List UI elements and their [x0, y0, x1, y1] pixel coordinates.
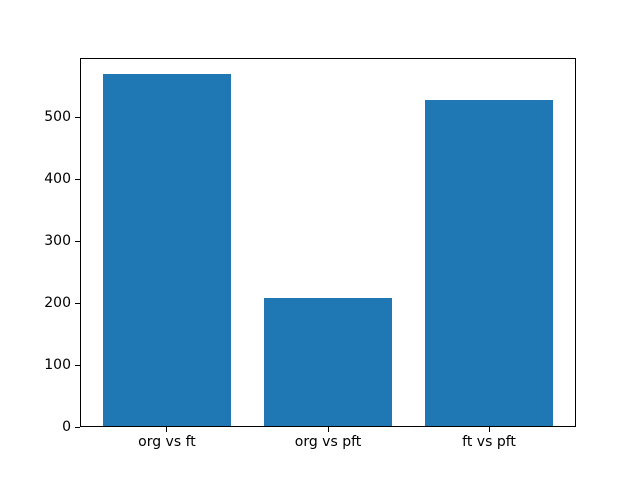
- y-tick-mark: [75, 240, 80, 242]
- y-tick-label: 500: [44, 109, 71, 126]
- x-tick-mark: [488, 427, 490, 432]
- y-tick-mark: [75, 178, 80, 180]
- bar-org-vs-pft: [263, 297, 393, 426]
- y-tick-mark: [75, 117, 80, 119]
- x-tick-mark: [166, 427, 168, 432]
- y-tick-mark: [75, 302, 80, 304]
- x-tick-label: ft vs pft: [462, 434, 516, 450]
- x-tick-mark: [327, 427, 329, 432]
- y-tick-label: 400: [44, 170, 71, 187]
- bar-ft-vs-pft: [424, 99, 554, 426]
- y-tick-label: 300: [44, 232, 71, 249]
- y-tick-mark: [75, 364, 80, 366]
- y-tick-mark: [75, 426, 80, 428]
- x-tick-label: org vs pft: [294, 434, 362, 450]
- y-tick-label: 0: [62, 418, 71, 435]
- y-tick-label: 200: [44, 294, 71, 311]
- x-tick-label: org vs ft: [138, 434, 196, 450]
- plot-area: [80, 57, 576, 427]
- y-tick-label: 100: [44, 356, 71, 373]
- bar-org-vs-ft: [102, 73, 232, 426]
